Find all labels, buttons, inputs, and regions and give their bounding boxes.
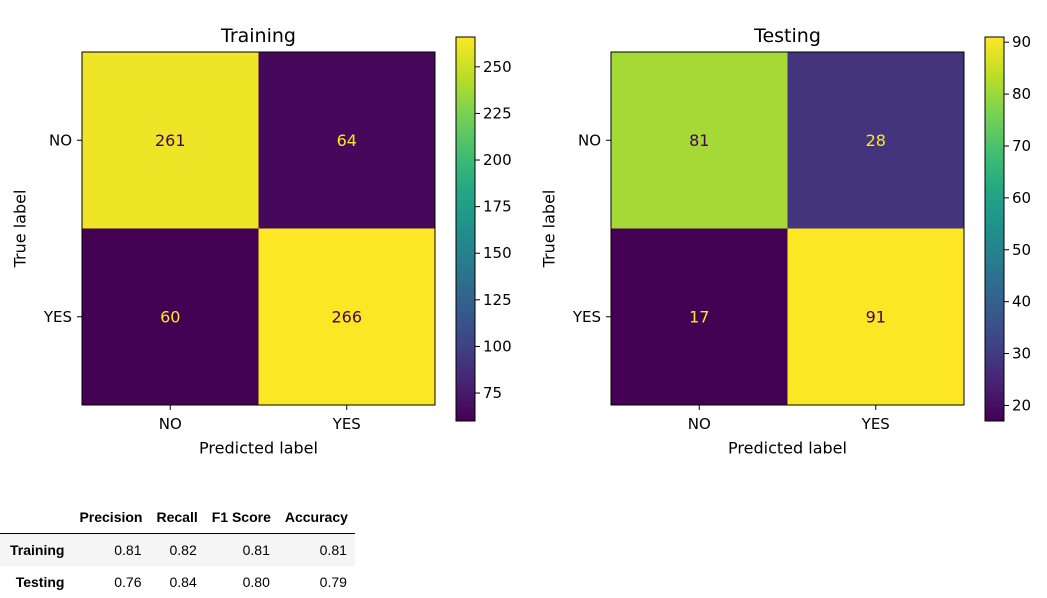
testing-colorbar-tick-label: 80: [1012, 85, 1031, 103]
training-matrix-frame: [81, 51, 436, 406]
metrics-header-row: Precision Recall F1 Score Accuracy: [0, 505, 355, 534]
training-colorbar-tick-label: 100: [483, 337, 512, 355]
testing-colorbar-tick-label: 50: [1012, 241, 1031, 259]
table-cell: 0.81: [242, 542, 270, 558]
training-colorbar-tick-label: 175: [483, 198, 512, 216]
metrics-table: Precision Recall F1 Score Accuracy Train…: [0, 505, 355, 598]
testing-y-tick-label: YES: [572, 308, 601, 326]
training-colorbar-tick-label: 75: [483, 384, 502, 402]
testing-colorbar-tick-label: 30: [1012, 345, 1031, 363]
table-row-training: Training 0.81 0.82 0.81 0.81: [0, 533, 355, 566]
testing-cell: [611, 52, 788, 229]
table-cell: 0.79: [319, 574, 347, 590]
training-cell: [258, 228, 435, 405]
table-cell: 0.76: [114, 574, 142, 590]
training-colorbar-tick-label: 225: [483, 104, 512, 122]
training-title: Training: [220, 25, 296, 47]
training-y-tick-label: YES: [43, 308, 72, 326]
table-cell: 0.84: [169, 574, 197, 590]
training-cell-value: 64: [337, 131, 357, 150]
testing-cell: [787, 52, 964, 229]
testing-y-axis-label: True label: [540, 190, 559, 269]
training-cell-value: 266: [331, 307, 362, 326]
testing-y-tick-label: NO: [578, 131, 601, 149]
testing-x-axis-label: Predicted label: [728, 439, 847, 458]
training-cell: [82, 228, 259, 405]
training-cell: [258, 52, 435, 229]
testing-x-tick-label: YES: [861, 415, 890, 433]
col-header-precision: Precision: [72, 505, 150, 534]
confusion-matrix-figure: 261 64 60 266 Training NO YES NO YES Predicted la…: [11, 25, 1032, 458]
training-colorbar-tick-label: 200: [483, 151, 512, 169]
testing-cell-value: 28: [866, 131, 886, 150]
training-colorbar-tick-label: 250: [483, 58, 512, 76]
training-y-tick-label: NO: [49, 131, 72, 149]
testing-colorbar-tick-label: 60: [1012, 189, 1031, 207]
testing-cell-value: 91: [866, 307, 886, 326]
testing-cell: [787, 228, 964, 405]
training-cell-value: 261: [155, 131, 186, 150]
testing-colorbar-tick-label: 70: [1012, 137, 1031, 155]
testing-cell-value: 81: [689, 131, 709, 150]
testing-colorbar-tick-label: 40: [1012, 293, 1031, 311]
row-header-testing: Testing: [15, 574, 65, 590]
col-header-accuracy: Accuracy: [277, 505, 355, 534]
table-cell: 0.80: [242, 574, 270, 590]
training-colorbar-tick-label: 150: [483, 244, 512, 262]
metrics-corner: [0, 505, 73, 534]
testing-x-tick-label: NO: [688, 415, 711, 433]
table-cell: 0.81: [114, 542, 142, 558]
table-cell: 0.81: [319, 542, 347, 558]
testing-colorbar-frame: [984, 36, 1005, 422]
col-header-recall: Recall: [149, 505, 205, 534]
table-cell: 0.82: [169, 542, 197, 558]
table-row-testing: Testing 0.76 0.84 0.80 0.79: [0, 566, 355, 598]
testing-title: Testing: [753, 25, 821, 47]
testing-colorbar: [985, 37, 1004, 421]
training-x-tick-label: NO: [159, 415, 182, 433]
testing-colorbar-tick-label: 90: [1012, 33, 1031, 51]
testing-colorbar-tick-label: 20: [1012, 396, 1031, 414]
testing-matrix-frame: [610, 51, 965, 406]
training-x-axis-label: Predicted label: [199, 439, 318, 458]
row-header-training: Training: [10, 542, 65, 558]
training-x-tick-label: YES: [332, 415, 361, 433]
training-colorbar: [456, 37, 475, 421]
training-cell: [82, 52, 259, 229]
training-y-axis-label: True label: [11, 190, 30, 269]
training-cell-value: 60: [160, 307, 180, 326]
testing-cell: [611, 228, 788, 405]
training-colorbar-frame: [455, 36, 476, 422]
col-header-f1: F1 Score: [204, 505, 278, 534]
training-colorbar-tick-label: 125: [483, 291, 512, 309]
testing-cell-value: 17: [689, 307, 709, 326]
